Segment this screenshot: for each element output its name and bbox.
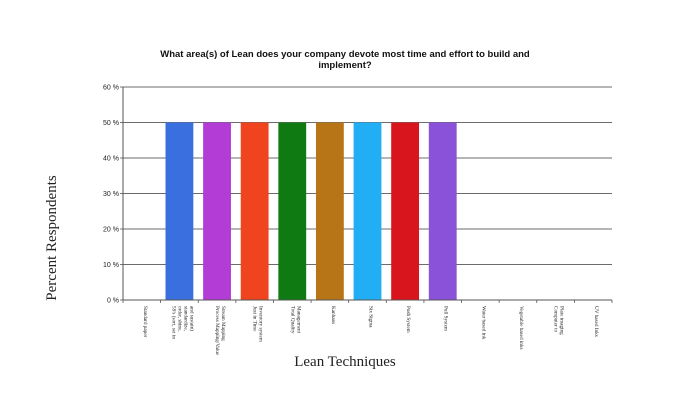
y-axis-ticks: 0 % 10 % 20 % 30 % 40 % 50 % 60 % <box>103 85 123 305</box>
x-category-label-line: Computer to <box>553 306 559 332</box>
x-category-label-line: Pull System <box>443 306 449 331</box>
bar <box>240 122 269 300</box>
x-category-label-line: 5S's (sort, set in <box>170 306 177 339</box>
chart-title-line-1: What area(s) of Lean does your company d… <box>160 49 530 60</box>
x-category-label-line: Vegetable based inks <box>518 306 524 350</box>
x-category-label-line: Total Quality <box>289 306 295 334</box>
y-tick-label: 20 % <box>103 227 119 234</box>
x-category-label-line: Just in Time <box>252 306 258 332</box>
x-axis-title: Lean Techniques <box>294 354 396 370</box>
y-tick-label: 50 % <box>103 120 119 127</box>
y-tick-label: 0 % <box>107 298 119 305</box>
x-category-label-line: Standard paper <box>142 306 148 338</box>
x-category-label-line: Kanbans <box>330 306 336 324</box>
x-category-label-line: and sustain) <box>188 306 195 331</box>
x-category-label-line: Stream Mapping <box>220 306 226 341</box>
y-tick-label: 40 % <box>103 156 119 163</box>
x-category-label-line: Push System <box>405 306 411 333</box>
x-category-label-line: Inventory system <box>258 306 264 342</box>
x-category-label-line: Process Mapping/Value <box>214 306 220 356</box>
bar <box>165 122 194 300</box>
bar <box>353 122 382 300</box>
y-tick-label: 10 % <box>103 262 119 269</box>
x-category-label-line: order, shine, <box>176 306 182 332</box>
y-tick-label: 60 % <box>103 85 119 92</box>
y-axis-title: Percent Respondents <box>44 175 60 301</box>
x-axis-ticks: Standard paper 5S's (sort, set in order, s… <box>122 300 613 356</box>
y-tick-label: 30 % <box>103 191 119 198</box>
x-category-label-line: Six Sigma <box>368 306 374 328</box>
x-category-label-line: Water based ink <box>480 306 486 340</box>
x-category-label-line: standardize, <box>182 306 188 331</box>
bar <box>428 122 457 300</box>
x-category-label-line: Plate imaging <box>559 306 565 335</box>
x-category-label-line: Management <box>295 306 301 334</box>
bars <box>165 122 457 300</box>
x-category-label-line: UV based Inks <box>593 306 599 337</box>
bar <box>391 122 420 300</box>
bar <box>203 122 231 300</box>
bar <box>278 122 307 300</box>
bar <box>315 122 344 300</box>
chart-title-line-2: implement? <box>318 60 372 71</box>
